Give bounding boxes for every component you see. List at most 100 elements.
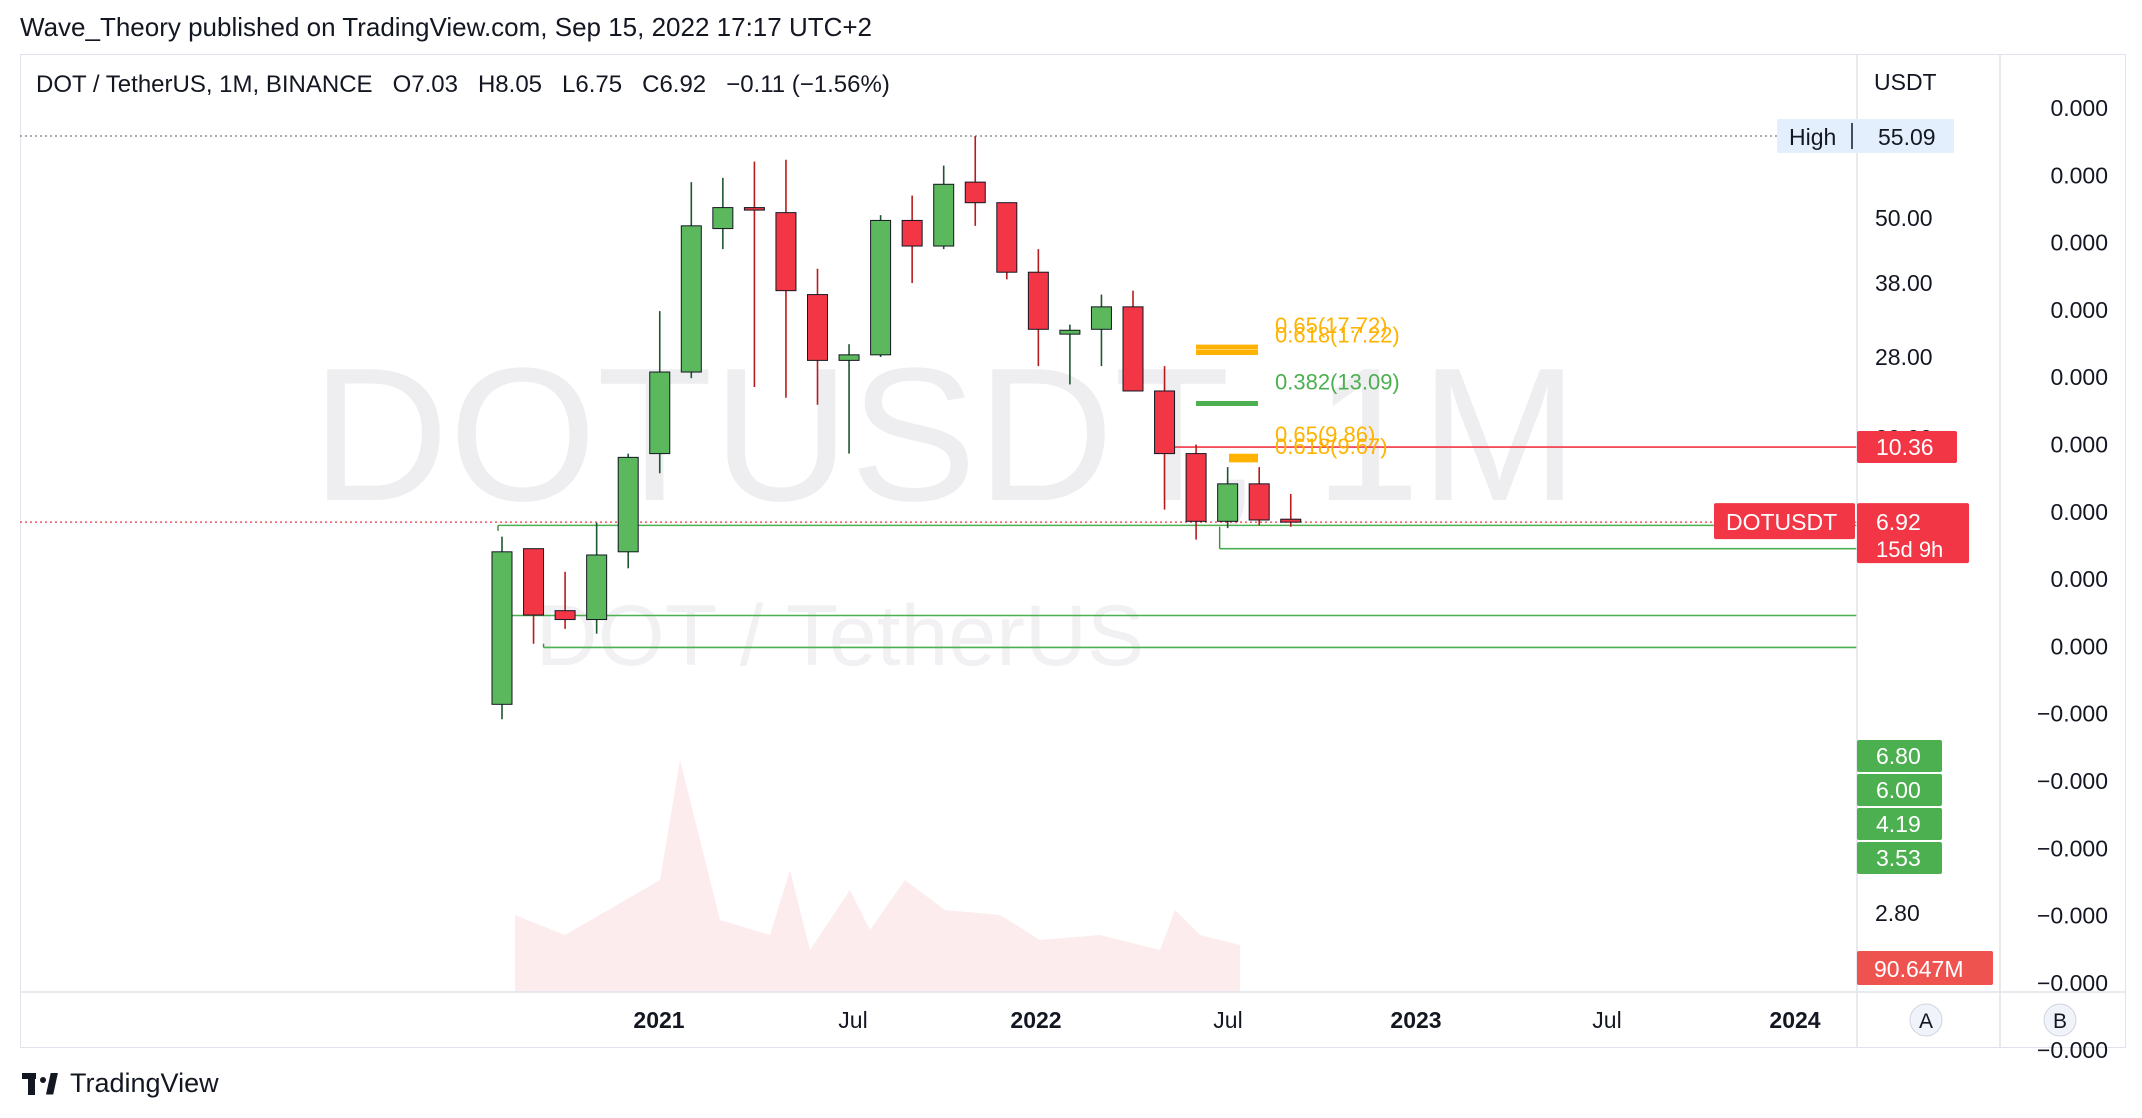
candle-body-2022-02	[1027, 271, 1049, 330]
candle-body-2021-12	[964, 181, 986, 204]
candle-body-2022-01	[996, 202, 1018, 273]
price-tick-2.80: 2.80	[1875, 900, 1920, 926]
legend-high: H8.05	[477, 71, 543, 98]
candle-body-2022-10	[1280, 518, 1302, 523]
axis-button-label-A: A	[1919, 1010, 1933, 1033]
price-tick-28.00: 28.00	[1875, 344, 1933, 370]
time-tick-2023: 2023	[1390, 1007, 1441, 1033]
secondary-tick: −0.000	[2037, 701, 2108, 727]
watermark-sub: DOT / TetherUS	[536, 588, 1145, 684]
candle-body-2022-04	[1090, 306, 1112, 330]
symbol-tag-bg	[1714, 503, 1855, 540]
secondary-tick: 0.000	[2050, 432, 2108, 458]
level-lines	[20, 135, 1857, 649]
time-tick-Jul: Jul	[838, 1007, 867, 1033]
level-tag-bg-4.19	[1857, 808, 1942, 840]
candles	[491, 136, 1302, 720]
volume-area	[515, 760, 1240, 992]
secondary-tick: −0.000	[2037, 903, 2108, 929]
secondary-tick: 0.000	[2050, 162, 2108, 188]
volume-tag-value: 90.647M	[1874, 956, 1964, 982]
watermark: DOTUSDT, 1M DOT / TetherUS	[312, 329, 1579, 684]
candle-body-2020-10	[523, 548, 545, 616]
candle-body-2021-02	[649, 371, 671, 455]
level-tag-bg-6.80	[1857, 740, 1942, 772]
tradingview-logo-icon	[22, 1072, 60, 1095]
price-tick-38.00: 38.00	[1875, 270, 1933, 296]
bar-countdown: 15d 9h	[1876, 537, 1943, 562]
brand-name: TradingView	[70, 1068, 219, 1098]
legend-close: C6.92	[642, 71, 707, 98]
axes: 70.0050.0038.0028.0020.0014.002.80USDT0.…	[20, 54, 2126, 1063]
time-tick-2021: 2021	[633, 1007, 684, 1033]
time-tick-2022: 2022	[1010, 1007, 1061, 1033]
secondary-tick: 0.000	[2050, 566, 2108, 592]
secondary-tick: −0.000	[2037, 970, 2108, 996]
time-tick-2024: 2024	[1769, 1007, 1820, 1033]
fib-label-9.86: 0.65(9.86)	[1275, 422, 1375, 447]
high-label-text: High	[1789, 124, 1836, 150]
candle-body-2021-03	[680, 225, 702, 373]
legend-change: −0.11 (−1.56%)	[726, 71, 890, 98]
current-price-value: 6.92	[1876, 509, 1921, 535]
time-tick-Jul: Jul	[1592, 1007, 1621, 1033]
level-tag-4.19: 4.19	[1876, 811, 1921, 837]
axis-button-A[interactable]	[1909, 1003, 1943, 1037]
fib-label-13.09: 0.382(13.09)	[1275, 369, 1400, 394]
level-tag-3.53: 3.53	[1876, 845, 1921, 871]
candle-body-2021-01	[617, 456, 639, 553]
legend-low: L6.75	[562, 71, 623, 98]
secondary-tick: −0.000	[2037, 768, 2108, 794]
tradingview-brand[interactable]: TradingView	[22, 1068, 219, 1099]
candle-body-2021-07	[807, 294, 828, 361]
secondary-tick: 0.000	[2050, 95, 2108, 121]
price-axis-currency: USDT	[1874, 69, 1937, 95]
published-info: Wave_Theory published on TradingView.com…	[20, 12, 873, 42]
price-tick-50.00: 50.00	[1875, 205, 1933, 231]
candle-body-2022-09	[1248, 483, 1270, 521]
volume-tag-bg	[1857, 951, 1993, 985]
candle-body-2022-06	[1154, 390, 1176, 455]
fib-label-9.67: 0.618(9.67)	[1275, 434, 1388, 459]
candle-body-2021-04	[712, 207, 734, 230]
fib-label-17.72: 0.65(17.72)	[1275, 313, 1388, 338]
secondary-tick: 0.000	[2050, 364, 2108, 390]
candle-body-2021-05	[743, 207, 765, 211]
secondary-tick: −0.000	[2037, 835, 2108, 861]
candle-body-2022-08	[1217, 483, 1239, 522]
level-tag-bg-6.00	[1857, 774, 1942, 806]
legend-symbol: DOT / TetherUS, 1M, BINANCE	[36, 71, 373, 98]
level-tag-10.36: 10.36	[1876, 434, 1934, 460]
level-tag-6.80: 6.80	[1876, 743, 1921, 769]
time-tick-Jul: Jul	[1213, 1007, 1242, 1033]
secondary-tick: 0.000	[2050, 230, 2108, 256]
candle-body-2021-06	[775, 212, 797, 292]
chart-frame	[20, 54, 2126, 1048]
secondary-tick: 0.000	[2050, 633, 2108, 659]
fibonacci-levels[interactable]: 0.65(17.72)0.618(17.22) 0.382(13.09) 0.65(…	[1196, 313, 1400, 463]
symbol-tag-text: DOTUSDT	[1726, 509, 1837, 535]
fib-label-17.22: 0.618(17.22)	[1275, 322, 1400, 347]
candle-body-2021-08	[838, 354, 860, 361]
candle-body-2022-07	[1185, 453, 1207, 522]
legend-open: O7.03	[392, 71, 458, 98]
symbol-legend[interactable]: DOT / TetherUS, 1M, BINANCE O7.03 H8.05 …	[36, 71, 890, 99]
watermark-main: DOTUSDT, 1M	[312, 329, 1579, 541]
candle-body-2020-09	[491, 551, 513, 705]
high-label-bg	[1777, 119, 1954, 153]
axis-button-B[interactable]	[2043, 1003, 2077, 1037]
price-labels: High 55.09 10.36 6.80 6.00 4.19 3.53 DOTUSDT 6.9…	[1714, 119, 1993, 985]
candle-body-2022-03	[1059, 329, 1081, 335]
secondary-tick: 0.000	[2050, 297, 2108, 323]
candle-body-2021-10	[901, 219, 923, 247]
candle-body-2020-12	[586, 554, 608, 621]
secondary-tick: 0.000	[2050, 499, 2108, 525]
secondary-tick: −0.000	[2037, 1037, 2108, 1063]
candle-body-2022-05	[1122, 306, 1144, 392]
level-tag-bg-3.53	[1857, 842, 1942, 874]
candle-body-2020-11	[554, 610, 576, 621]
level-tag-bg-10.36	[1857, 431, 1957, 464]
candle-body-2021-11	[933, 183, 955, 247]
axis-button-label-B: B	[2053, 1010, 2067, 1033]
